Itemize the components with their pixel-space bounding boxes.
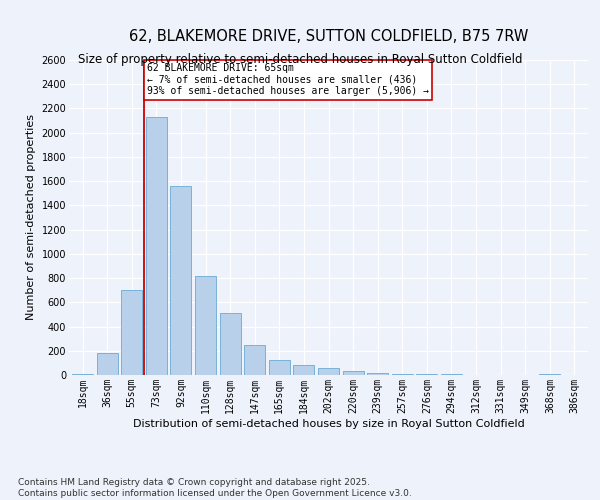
- Bar: [318, 368, 339, 375]
- Bar: [97, 353, 118, 375]
- Bar: [269, 360, 290, 375]
- Text: Size of property relative to semi-detached houses in Royal Sutton Coldfield: Size of property relative to semi-detach…: [78, 52, 522, 66]
- Bar: [343, 371, 364, 375]
- Bar: [244, 344, 265, 375]
- Bar: [121, 290, 142, 375]
- Bar: [72, 374, 93, 375]
- Text: 62 BLAKEMORE DRIVE: 65sqm
← 7% of semi-detached houses are smaller (436)
93% of : 62 BLAKEMORE DRIVE: 65sqm ← 7% of semi-d…: [147, 63, 429, 96]
- Bar: [367, 372, 388, 375]
- Title: 62, BLAKEMORE DRIVE, SUTTON COLDFIELD, B75 7RW: 62, BLAKEMORE DRIVE, SUTTON COLDFIELD, B…: [129, 28, 528, 44]
- Bar: [441, 374, 462, 375]
- Bar: [392, 374, 413, 375]
- X-axis label: Distribution of semi-detached houses by size in Royal Sutton Coldfield: Distribution of semi-detached houses by …: [133, 418, 524, 428]
- Bar: [293, 366, 314, 375]
- Bar: [416, 374, 437, 375]
- Bar: [146, 117, 167, 375]
- Bar: [539, 374, 560, 375]
- Text: Contains HM Land Registry data © Crown copyright and database right 2025.
Contai: Contains HM Land Registry data © Crown c…: [18, 478, 412, 498]
- Bar: [195, 276, 216, 375]
- Bar: [170, 186, 191, 375]
- Y-axis label: Number of semi-detached properties: Number of semi-detached properties: [26, 114, 36, 320]
- Bar: [220, 313, 241, 375]
